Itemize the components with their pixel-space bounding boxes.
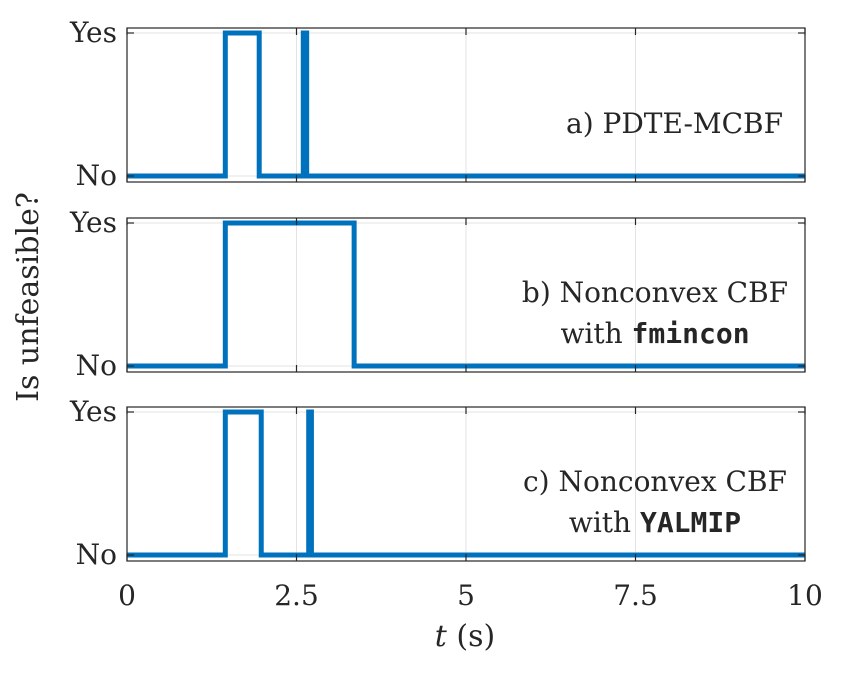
y-tick-label-no: No: [76, 349, 117, 382]
panel-title-line: with YALMIP: [569, 506, 741, 539]
y-tick-label-no: No: [76, 159, 117, 192]
panel-title-line: a) PDTE-MCBF: [566, 107, 783, 140]
panel-title-line: b) Nonconvex CBF: [522, 276, 788, 309]
panel-title-line: c) Nonconvex CBF: [523, 465, 787, 498]
y-axis-label: Is unfeasible?: [11, 192, 46, 402]
x-tick-label: 7.5: [613, 579, 658, 612]
panel-title-code: YALMIP: [640, 506, 741, 539]
x-tick-label: 10: [787, 579, 823, 612]
y-tick-label-yes: Yes: [69, 16, 117, 49]
panel-title-text: with: [560, 317, 631, 350]
x-axis-unit: (s): [447, 619, 495, 654]
x-axis-variable: t: [435, 619, 448, 654]
y-tick-label-no: No: [76, 538, 117, 571]
panel-title-text: with: [569, 506, 640, 539]
subplot-2: No Yes b) Nonconvex CBF with fmincon: [69, 206, 806, 382]
panel-title-text: a) PDTE-MCBF: [566, 107, 783, 140]
series-line: [127, 30, 805, 179]
subplot-3: No Yes 0 2.5 5 7.5 10 c) Nonconvex CBF with YALM…: [69, 395, 823, 612]
x-tick-label: 0: [118, 579, 136, 612]
subplot-1: No Yes a) PDTE-MCBF: [69, 16, 806, 192]
panel-title-line: with fmincon: [560, 317, 749, 350]
series-line: [127, 409, 805, 558]
panel-title-text: c) Nonconvex CBF: [523, 465, 787, 498]
x-tick-label: 5: [457, 579, 475, 612]
panel-title-text: b) Nonconvex CBF: [522, 276, 788, 309]
series-line: [127, 220, 805, 369]
y-tick-label-yes: Yes: [69, 395, 117, 428]
x-tick-label: 2.5: [274, 579, 319, 612]
x-axis-label: t (s): [435, 619, 495, 654]
panel-title-code: fmincon: [632, 317, 750, 350]
y-tick-label-yes: Yes: [69, 206, 117, 239]
